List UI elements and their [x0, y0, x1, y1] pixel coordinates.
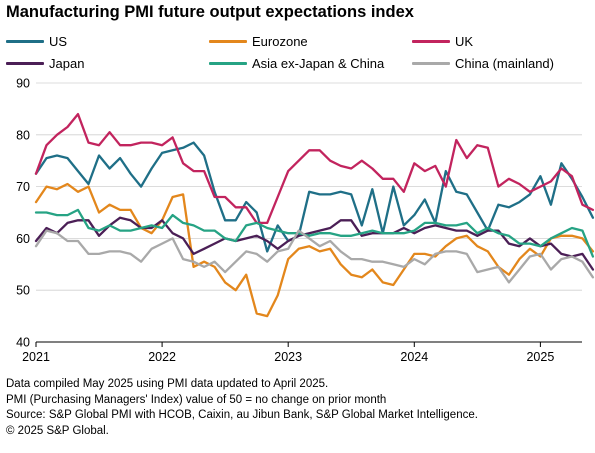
- legend-swatch-uk: [412, 39, 450, 43]
- y-tick-label-80: 80: [16, 128, 30, 142]
- series-lines: [34, 112, 595, 318]
- legend-label-eurozone: Eurozone: [252, 33, 308, 49]
- x-tick-label-2024: 2024: [400, 350, 428, 364]
- legend-label-china: China (mainland): [455, 55, 554, 71]
- legend-label-japan: Japan: [49, 55, 85, 71]
- y-axis: 40 50 60 70 80 90: [16, 77, 30, 350]
- legend-label-us: US: [49, 33, 68, 49]
- note-pmi-definition: PMI (Purchasing Managers' Index) value o…: [6, 393, 387, 406]
- y-tick-label-50: 50: [16, 284, 30, 298]
- series-line-uk: [34, 112, 595, 225]
- note-source: Source: S&P Global PMI with HCOB, Caixin…: [6, 409, 478, 421]
- legend-swatch-china: [412, 61, 450, 65]
- legend-item-eurozone: Eurozone: [209, 33, 308, 49]
- y-tick-label-90: 90: [16, 77, 30, 91]
- x-tick-label-2025: 2025: [526, 350, 554, 364]
- x-axis: 2021 2022 2023 2024 2025: [22, 342, 554, 364]
- gridlines: [36, 82, 582, 343]
- legend-label-uk: UK: [455, 33, 474, 49]
- x-tick-label-2023: 2023: [274, 350, 302, 364]
- legend-item-us: US: [6, 33, 67, 49]
- legend-item-uk: UK: [412, 33, 473, 49]
- y-tick-label-60: 60: [16, 232, 30, 246]
- x-tick-label-2021: 2021: [22, 350, 50, 364]
- series-line-eurozone: [34, 182, 595, 318]
- legend-item-china: China (mainland): [412, 55, 554, 71]
- legend-item-japan: Japan: [6, 55, 84, 71]
- line-chart: 40 50 60 70 80 90 2021 2022 2023 2024 2025: [16, 77, 595, 364]
- series-line-us: [34, 141, 595, 253]
- legend-label-asia: Asia ex-Japan & China: [252, 55, 385, 71]
- chart-legend: US Eurozone UK Japan Asia ex-Japan & Chi…: [6, 33, 591, 77]
- y-tick-label-70: 70: [16, 180, 30, 194]
- note-copyright: © 2025 S&P Global.: [6, 424, 109, 437]
- chart-title: Manufacturing PMI future output expectat…: [6, 3, 414, 21]
- legend-item-asia: Asia ex-Japan & China: [209, 55, 384, 71]
- x-tick-label-2022: 2022: [148, 350, 176, 364]
- note-data-compiled: Data compiled May 2025 using PMI data up…: [6, 378, 329, 390]
- series-line-china-mainland: [34, 229, 595, 284]
- legend-swatch-us: [6, 39, 44, 43]
- chart-notes: Data compiled May 2025 using PMI data up…: [6, 377, 478, 439]
- y-tick-label-40: 40: [16, 336, 30, 350]
- legend-swatch-eurozone: [209, 39, 247, 43]
- legend-swatch-japan: [6, 61, 44, 65]
- legend-swatch-asia: [209, 61, 247, 65]
- series-line-asia-ex-japan-china: [34, 208, 595, 258]
